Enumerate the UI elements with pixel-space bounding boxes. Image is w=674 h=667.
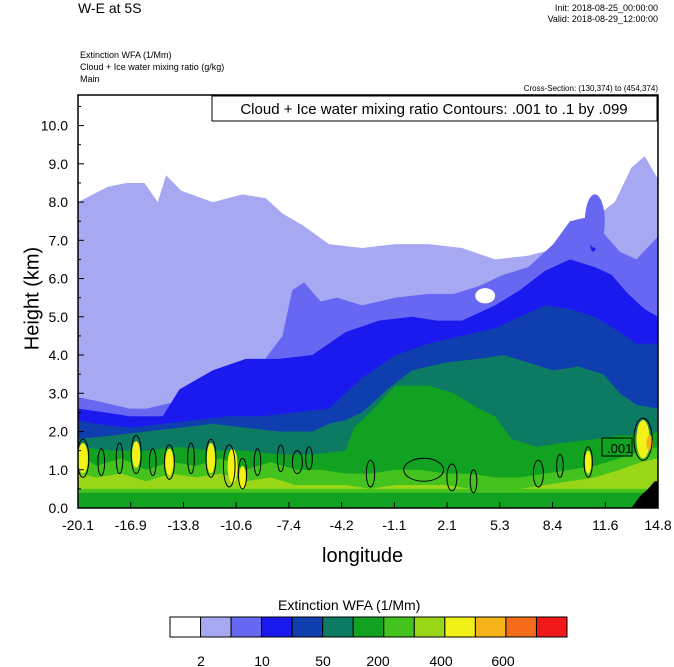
field-patch: [584, 450, 592, 474]
colorbar-swatch: [169, 616, 202, 638]
field-patch: [636, 420, 650, 459]
y-tick-label: 6.0: [49, 271, 69, 287]
plot-title: W-E at 5S: [78, 0, 142, 16]
contour-line: [97, 448, 106, 476]
contour-line: [403, 457, 445, 482]
colorbar-swatch: [505, 616, 537, 638]
x-tick-label: 14.8: [644, 517, 671, 533]
contour-line: [253, 448, 262, 476]
y-tick-label: 4.0: [49, 347, 69, 363]
valid-time: Valid: 2018-08-29_12:00:00: [547, 14, 658, 24]
contour-line: [305, 446, 313, 471]
contour-line: [446, 463, 458, 492]
contour-line: [276, 444, 285, 473]
colorbar-swatch: [383, 616, 415, 638]
colorbar-swatch: [444, 616, 476, 638]
contour-line: [291, 450, 303, 475]
y-tick-label: 7.0: [49, 232, 69, 248]
y-tick-label: 0.0: [49, 500, 69, 516]
colorbar-title: Extinction WFA (1/Mm): [278, 597, 421, 613]
colorbar-swatch: [322, 616, 354, 638]
field-patch: [584, 194, 605, 248]
contour-line: [115, 442, 124, 475]
colorbar-swatch: [535, 616, 568, 638]
field-patch: [377, 288, 388, 300]
y-tick-label: 1.0: [49, 462, 69, 478]
field-patch: [227, 448, 238, 484]
colorbar: [169, 616, 568, 638]
contour-line: [130, 434, 142, 475]
y-tick-label: 3.0: [49, 385, 69, 401]
y-axis-ticks: 0.0 1.0 2.0 3.0 4.0 5.0 6.0 7.0 8.0 9.0 10.0: [41, 105, 84, 516]
colorbar-label: 600: [491, 653, 515, 667]
colorbar-swatch: [413, 616, 446, 638]
x-axis-ticks: -20.1 -16.9 -13.8 -10.6 -7.4 -4.2 -1.1 2.1 5.3 8.…: [62, 502, 672, 533]
colorbar-swatch: [474, 616, 507, 638]
contour-line: [163, 444, 175, 480]
contour-line: [633, 417, 653, 461]
x-tick-label: -13.8: [167, 517, 199, 533]
contour-label-box: [601, 437, 633, 457]
contour-line: [532, 459, 544, 488]
y-tick-label: 5.0: [49, 309, 69, 325]
contour-label: .001: [607, 441, 632, 456]
y-tick-label: 8.0: [49, 194, 69, 210]
y-tick-label: 9.0: [49, 156, 69, 172]
contour-line: [148, 448, 157, 476]
colorbar-swatch: [291, 616, 324, 638]
x-tick-label: -7.4: [277, 517, 301, 533]
chart-title-box: [211, 95, 658, 122]
colorbar-label: 2: [197, 653, 205, 667]
chart-title: Cloud + Ice water mixing ratio Contours:…: [240, 101, 627, 118]
filled-contour-layers: [78, 95, 658, 508]
x-tick-label: -1.1: [382, 517, 406, 533]
contour-line: [205, 438, 217, 478]
field-patch: [239, 465, 246, 489]
contour-line: [222, 444, 236, 488]
contour-fill-level-8: [78, 458, 658, 489]
x-tick-label: -16.9: [115, 517, 147, 533]
field-patch: [132, 441, 141, 468]
colorbar-swatch: [261, 616, 293, 638]
x-tick-label: 2.1: [437, 517, 457, 533]
colorbar-label: 10: [254, 653, 270, 667]
contour-line: [365, 459, 376, 488]
field-label-cloud-ice: Cloud + Ice water mixing ratio (g/kg): [80, 62, 225, 72]
x-tick-label: -4.2: [330, 517, 354, 533]
colorbar-labels: 2 10 50 200 400 600: [197, 653, 515, 667]
contour-line: [556, 453, 564, 478]
plot-frame: [77, 94, 659, 509]
x-tick-label: -20.1: [62, 517, 94, 533]
field-patch: [165, 448, 174, 476]
contour-line: [583, 446, 593, 478]
field-label-extinction: Extinction WFA (1/Mm): [80, 50, 172, 60]
field-label-main: Main: [80, 74, 100, 84]
y-tick-label: 10.0: [41, 118, 68, 134]
colorbar-swatch: [230, 616, 263, 638]
field-patch: [206, 442, 216, 474]
contour-lines: [78, 417, 653, 494]
x-tick-label: 5.3: [490, 517, 510, 533]
contour-line: [187, 442, 195, 475]
terrain: [631, 481, 658, 508]
x-tick-label: 11.6: [592, 517, 618, 533]
colorbar-label: 400: [429, 653, 453, 667]
colorbar-label: 200: [366, 653, 390, 667]
colorbar-swatch: [352, 616, 385, 638]
contour-line: [78, 438, 90, 478]
x-tick-label: 8.4: [543, 517, 563, 533]
cross-section-label: Cross-Section: (130,374) to (454,374): [523, 84, 658, 93]
field-patch: [475, 288, 496, 304]
x-axis-label: longitude: [322, 545, 404, 567]
field-patch: [78, 442, 88, 474]
contour-line: [469, 469, 478, 494]
colorbar-swatch: [200, 616, 232, 638]
y-tick-label: 2.0: [49, 424, 69, 440]
contour-line: [237, 457, 248, 490]
x-tick-label: -10.6: [220, 517, 252, 533]
colorbar-label: 50: [315, 653, 331, 667]
init-time: Init: 2018-08-25_00:00:00: [554, 3, 658, 13]
